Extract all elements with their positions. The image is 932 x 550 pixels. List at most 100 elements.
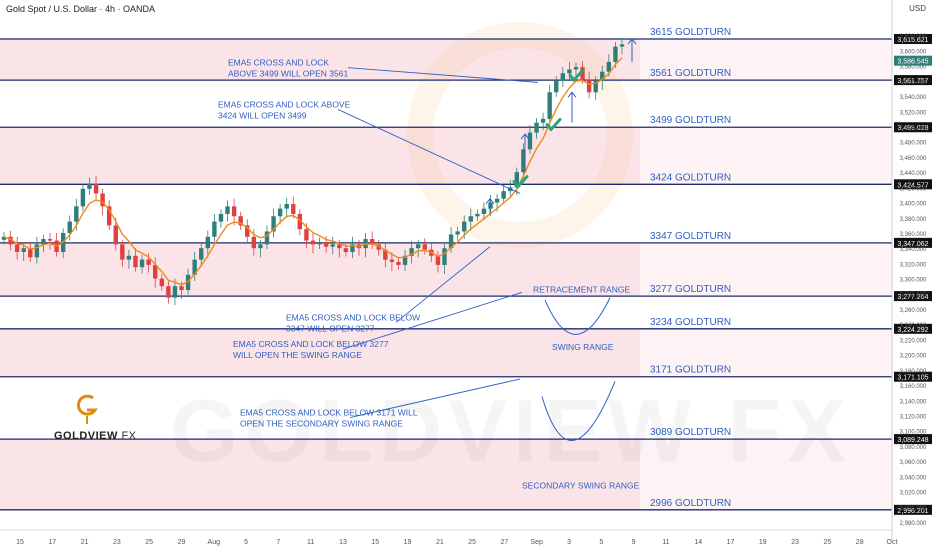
level-tag-3347: 3,347.062 [897,241,928,248]
level-tag-bg-3499 [894,122,932,133]
candle-body-10 [67,221,72,233]
candle-body-84 [554,80,559,93]
candle-body-41 [271,216,276,232]
level-tag-bg-3234 [894,323,932,334]
band-6 [0,328,640,377]
x-tick-27: Oct [887,539,898,546]
y-tick-9: 3,440.000 [900,171,927,177]
y-tick-15: 3,320.000 [900,262,927,268]
candle-body-64 [422,244,427,250]
candle-body-36 [238,216,243,226]
candle-body-24 [159,278,164,287]
level-tag-3171: 3,171.105 [897,375,928,382]
watermark-circle [407,22,633,248]
candle-body-47 [310,240,316,245]
candle-body-69 [455,231,460,235]
y-tick-29: 3,040.000 [900,475,927,481]
candle-body-6 [41,239,46,245]
candle-body-81 [534,122,539,133]
candle-body-26 [172,286,178,298]
annotation-text-3-1: WILL OPEN THE SWING RANGE [233,350,362,360]
annotation-text-3-0: EMA5 CROSS AND LOCK BELOW 3277 [233,339,389,349]
candle-body-73 [481,208,487,214]
candle-body-63 [415,244,421,249]
x-tick-26: 28 [856,539,864,546]
y-tick-20: 3,220.000 [900,338,927,344]
swing-arc [541,381,616,441]
annotation-arrow-1 [337,109,521,194]
logo-wordmark: GOLDVIEW FX [54,430,137,442]
candle-body-91 [600,71,605,81]
x-tick-17: 3 [567,539,571,546]
level-tag-2996: 2,996.201 [897,508,928,515]
range-label-1: SWING RANGE [552,342,614,352]
level-label-3277: 3277 GOLDTURN [650,284,731,295]
level-tag-bg-3277 [894,291,932,302]
candle-body-27 [179,286,184,291]
candle-body-20 [133,255,138,268]
current-price-bg [894,55,932,66]
x-tick-14: 25 [468,539,476,546]
y-tick-14: 3,340.000 [900,247,927,253]
y-tick-21: 3,200.000 [900,354,927,360]
x-tick-0: 15 [16,539,24,546]
x-tick-6: Aug [208,539,221,546]
up-arrow-head-2 [567,91,577,98]
y-tick-12: 3,380.000 [900,217,927,223]
candle-body-50 [330,244,335,247]
up-arrow-head-0 [485,197,495,205]
y-tick-0: 3,620.000 [900,34,927,40]
level-tag-bg-3424 [894,179,932,190]
candle-body-57 [376,244,381,250]
y-tick-1: 3,600.000 [900,49,927,55]
y-tick-22: 3,180.000 [900,369,927,375]
candle-body-12 [80,188,86,207]
annotation-arrow-3 [342,291,523,350]
level-tag-3561: 3,561.757 [897,78,928,85]
y-tick-8: 3,460.000 [900,156,927,162]
candle-body-76 [501,191,506,199]
candle-body-7 [47,239,53,241]
candle-body-35 [231,206,237,217]
candle-body-32 [212,221,217,237]
level-tag-bg-3347 [894,237,932,248]
level-label-3171: 3171 GOLDTURN [650,365,731,376]
annotation-text-0-1: ABOVE 3499 WILL OPEN 3561 [228,69,348,79]
candle-body-82 [540,118,546,123]
candle-body-86 [567,69,572,74]
logo-suffix: FX [121,430,137,442]
y-tick-25: 3,120.000 [900,415,927,421]
up-arrow-head-3 [627,38,637,45]
candle-body-11 [74,206,79,222]
candle-body-94 [619,44,625,47]
candle-body-87 [573,67,579,70]
x-tick-3: 23 [113,539,121,546]
x-tick-10: 13 [339,539,347,546]
band-0 [0,39,640,81]
check-mark-0 [512,175,529,189]
annotation-text-2-1: 3347 WILL OPEN 3277 [286,323,375,333]
y-tick-2: 3,580.000 [900,65,927,71]
goldturn-levels: 3615 GOLDTURN 3561 GOLDTURN 3499 GOLDTURN 3… [0,27,892,511]
candle-body-13 [87,183,92,189]
candle-body-90 [593,80,598,93]
candle-body-53 [350,244,355,252]
annotation-text-1-0: EMA5 CROSS AND LOCK ABOVE [218,99,351,109]
level-tag-3089: 3,089.248 [897,437,928,444]
y-tick-6: 3,500.000 [900,125,927,131]
range-bands [0,39,892,510]
level-tag-3277: 3,277.264 [897,294,928,301]
annotation-text-4-1: OPEN THE SECONDARY SWING RANGE [240,419,403,429]
x-tick-23: 19 [759,539,767,546]
candle-body-5 [34,244,40,258]
y-tick-31: 3,000.000 [900,506,927,512]
x-tick-11: 15 [371,539,379,546]
candle-body-74 [488,202,493,209]
candle-body-67 [442,248,447,265]
band-8 [0,439,640,510]
x-tick-25: 25 [824,539,832,546]
x-tick-5: 29 [178,539,186,546]
x-tick-9: 11 [307,539,314,546]
